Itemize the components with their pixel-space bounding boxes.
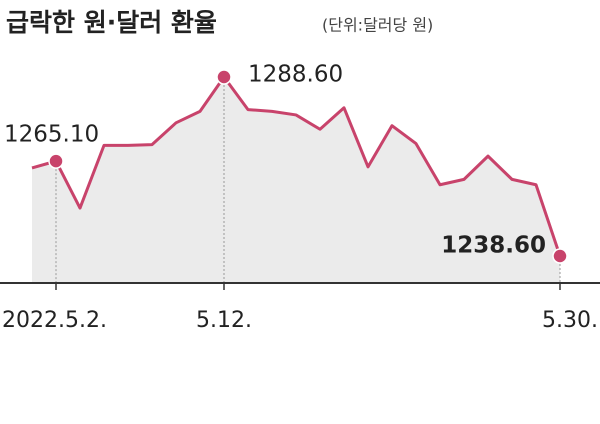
marker [216, 69, 232, 85]
x-tick-label: 5.30. [542, 308, 598, 333]
x-tick-label: 2022.5.2. [2, 308, 107, 333]
x-tick-label: 5.12. [196, 308, 252, 333]
area [32, 77, 560, 283]
value-label: 1288.60 [248, 62, 343, 88]
marker [48, 153, 64, 169]
value-label: 1238.60 [441, 233, 546, 259]
marker [552, 248, 568, 264]
chart-title: 급락한 원·달러 환율 [6, 8, 217, 37]
line [31, 75, 562, 257]
value-label: 1265.10 [4, 122, 99, 148]
chart-subtitle: (단위:달러당 원) [322, 16, 433, 35]
